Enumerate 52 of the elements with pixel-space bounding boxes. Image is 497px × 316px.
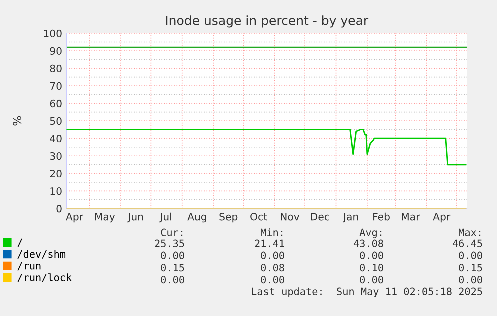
line-series [66, 129, 467, 166]
text: 25.35 [155, 240, 184, 248]
y-tick-label: 60 [50, 100, 62, 108]
x-tick-label: Sep [220, 213, 238, 223]
text: 0.00 [161, 276, 184, 284]
text: Cur: [161, 228, 183, 236]
text: 0.00 [161, 252, 184, 260]
text: Min: [261, 228, 283, 236]
y-axis-title: % [13, 116, 22, 126]
x-tick-label: Mar [402, 213, 420, 221]
legend-label: /run/lock [18, 274, 72, 282]
y-tick-label: 0 [56, 205, 62, 213]
text: Last update: Sun May 11 02:05:18 2025 [252, 288, 482, 298]
x-tick-label: Apr [433, 213, 451, 223]
legend-label: /run [18, 262, 41, 271]
x-tick-label: Nov [281, 213, 300, 221]
chart-title: Inode usage in percent - by year [166, 16, 369, 28]
x-tick-label: Feb [374, 212, 390, 221]
text: 0.08 [261, 264, 284, 272]
text: 21.41 [255, 240, 284, 248]
text: 0.00 [360, 276, 384, 284]
text: 0.00 [360, 252, 384, 260]
text: 0.00 [459, 252, 482, 260]
text: 0.00 [261, 252, 284, 260]
y-tick-label: 100 [44, 30, 62, 38]
y-tick-label: 90 [50, 47, 62, 56]
y-tick-label: 50 [50, 117, 62, 126]
legend-label: / [18, 238, 23, 248]
text: 0.10 [360, 264, 384, 272]
y-tick-label: 20 [50, 170, 62, 178]
legend-label: /dev/shm [18, 250, 66, 259]
text: 43.08 [354, 240, 384, 248]
y-tick-label: 70 [50, 82, 62, 90]
x-tick-label: May [95, 213, 116, 223]
x-tick-label: Apr [66, 213, 84, 223]
y-tick-label: 30 [50, 152, 62, 160]
text: Max: [459, 228, 481, 236]
text: 0.00 [459, 276, 482, 284]
y-tick-label: 40 [50, 134, 62, 143]
x-tick-label: Jun [128, 213, 144, 223]
x-tick-label: Oct [250, 213, 268, 221]
y-tick-label: 80 [50, 64, 62, 73]
x-tick-label: Jul [160, 212, 172, 223]
text: 0.00 [261, 276, 284, 284]
text: 0.15 [161, 264, 184, 272]
text: Avg: [360, 228, 382, 238]
x-tick-label: Jan [342, 213, 358, 223]
x-tick-label: Dec [311, 213, 330, 221]
x-tick-label: Aug [188, 213, 206, 223]
text: 0.15 [459, 264, 482, 272]
text: 46.45 [452, 240, 482, 248]
y-tick-label: 10 [50, 188, 62, 196]
